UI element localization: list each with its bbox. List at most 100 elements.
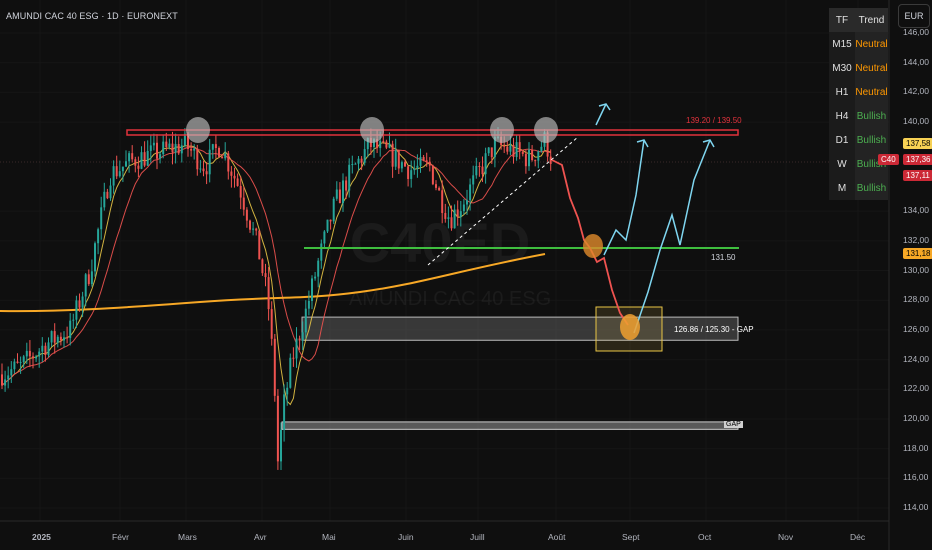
top-marker-circle [186,117,210,143]
ma-fast-line [1,141,551,406]
candle-body [180,145,183,154]
candle-body [81,296,84,308]
candle-body [332,198,335,222]
time-tick-label: Avr [254,532,267,542]
trend-table: TF Trend M15 Neutral M30 Neutral H1 Neutral… [829,8,888,200]
candle-body [171,143,174,153]
gap-fill-circle [620,314,640,340]
trend-value: Bullish [855,176,888,200]
candle-body [379,140,382,148]
candle-body [156,142,158,159]
trend-row: M Bullish [829,176,888,200]
resistance-band [126,129,739,136]
candle-body [441,190,444,214]
candle-body [242,197,245,210]
arrow-head [598,103,611,111]
candle-body [44,345,47,355]
trend-row: D1 Bullish [829,128,888,152]
candle-body [292,357,295,359]
candle-body [338,189,341,204]
candle-body [258,230,261,260]
candle-body [165,141,168,147]
candle-body [214,144,217,149]
ema-long-line [0,253,546,313]
top-marker-circle [360,117,384,143]
candle-body [273,338,276,396]
candle-body [224,153,227,159]
arrow-head [702,139,715,148]
time-tick-label: 2025 [32,532,51,542]
candle-body [298,338,301,341]
candle-body [143,152,146,166]
candle-body [289,357,292,388]
candle-body [462,204,465,212]
candle-body [159,154,162,159]
projection-up-path-2 [633,139,711,334]
trend-table-tf-header: TF [829,8,855,32]
price-tick-label: 124,00 [903,353,929,364]
candle-body [422,157,425,161]
candle-body [469,184,472,201]
candle-body [512,145,515,158]
candle-body [87,274,90,285]
candle-body [56,336,59,343]
candle-body [100,207,103,230]
candle-body [97,229,100,244]
candle-body [447,217,450,219]
candle-body [506,146,509,152]
candle-body [32,356,34,359]
projection-up-path-3 [595,103,607,126]
candle-body [320,243,323,261]
candle-body [376,139,379,148]
time-tick-label: Sept [622,532,640,542]
trend-row: H1 Neutral [829,80,888,104]
candle-body [518,142,521,152]
support-test-circle [583,234,603,258]
time-tick-label: Mai [322,532,336,542]
candle-body [304,308,307,333]
candle-body [366,137,369,150]
candle-body [286,387,289,395]
candle-body [382,140,385,142]
candle-body [168,143,171,147]
candle-body [348,164,351,191]
candle-body [103,191,106,208]
candle-body [152,142,155,146]
candle-body [363,149,366,163]
candle-body [146,150,149,166]
candle-body [534,160,537,162]
candle-body [472,175,475,185]
symbol-watermark: C40ED AMUNDI CAC 40 ESG [349,211,551,310]
candle-body [373,139,375,148]
candle-body [53,331,56,343]
time-tick-label: Août [548,532,566,542]
trend-row: M30 Neutral [829,56,888,80]
candle-body [509,145,512,152]
candle-body [16,361,19,363]
candle-body [22,356,25,363]
candle-body [134,159,137,166]
candle-body [264,273,267,278]
trend-value: Neutral [855,56,888,80]
candle-body [342,180,344,204]
gap-zone [301,316,739,341]
arrow-head [636,139,649,148]
candle-body [177,143,180,154]
pattern-markers [186,117,640,340]
candle-body [407,166,410,179]
currency-button[interactable]: EUR [898,4,930,28]
candle-body [503,145,506,147]
projection-up-path-1 [603,139,645,256]
candle-body [345,180,348,191]
gap-zone-lower [281,421,739,430]
resistance-label: 139.20 / 139.50 [686,116,742,125]
candle-body [193,148,196,151]
candle-body [515,142,518,158]
price-tick-label: 144,00 [903,56,929,67]
candle-body [487,147,490,154]
top-marker-circle [534,117,558,143]
candle-body [419,157,422,166]
candle-body [391,143,394,167]
candle-body [435,184,437,188]
